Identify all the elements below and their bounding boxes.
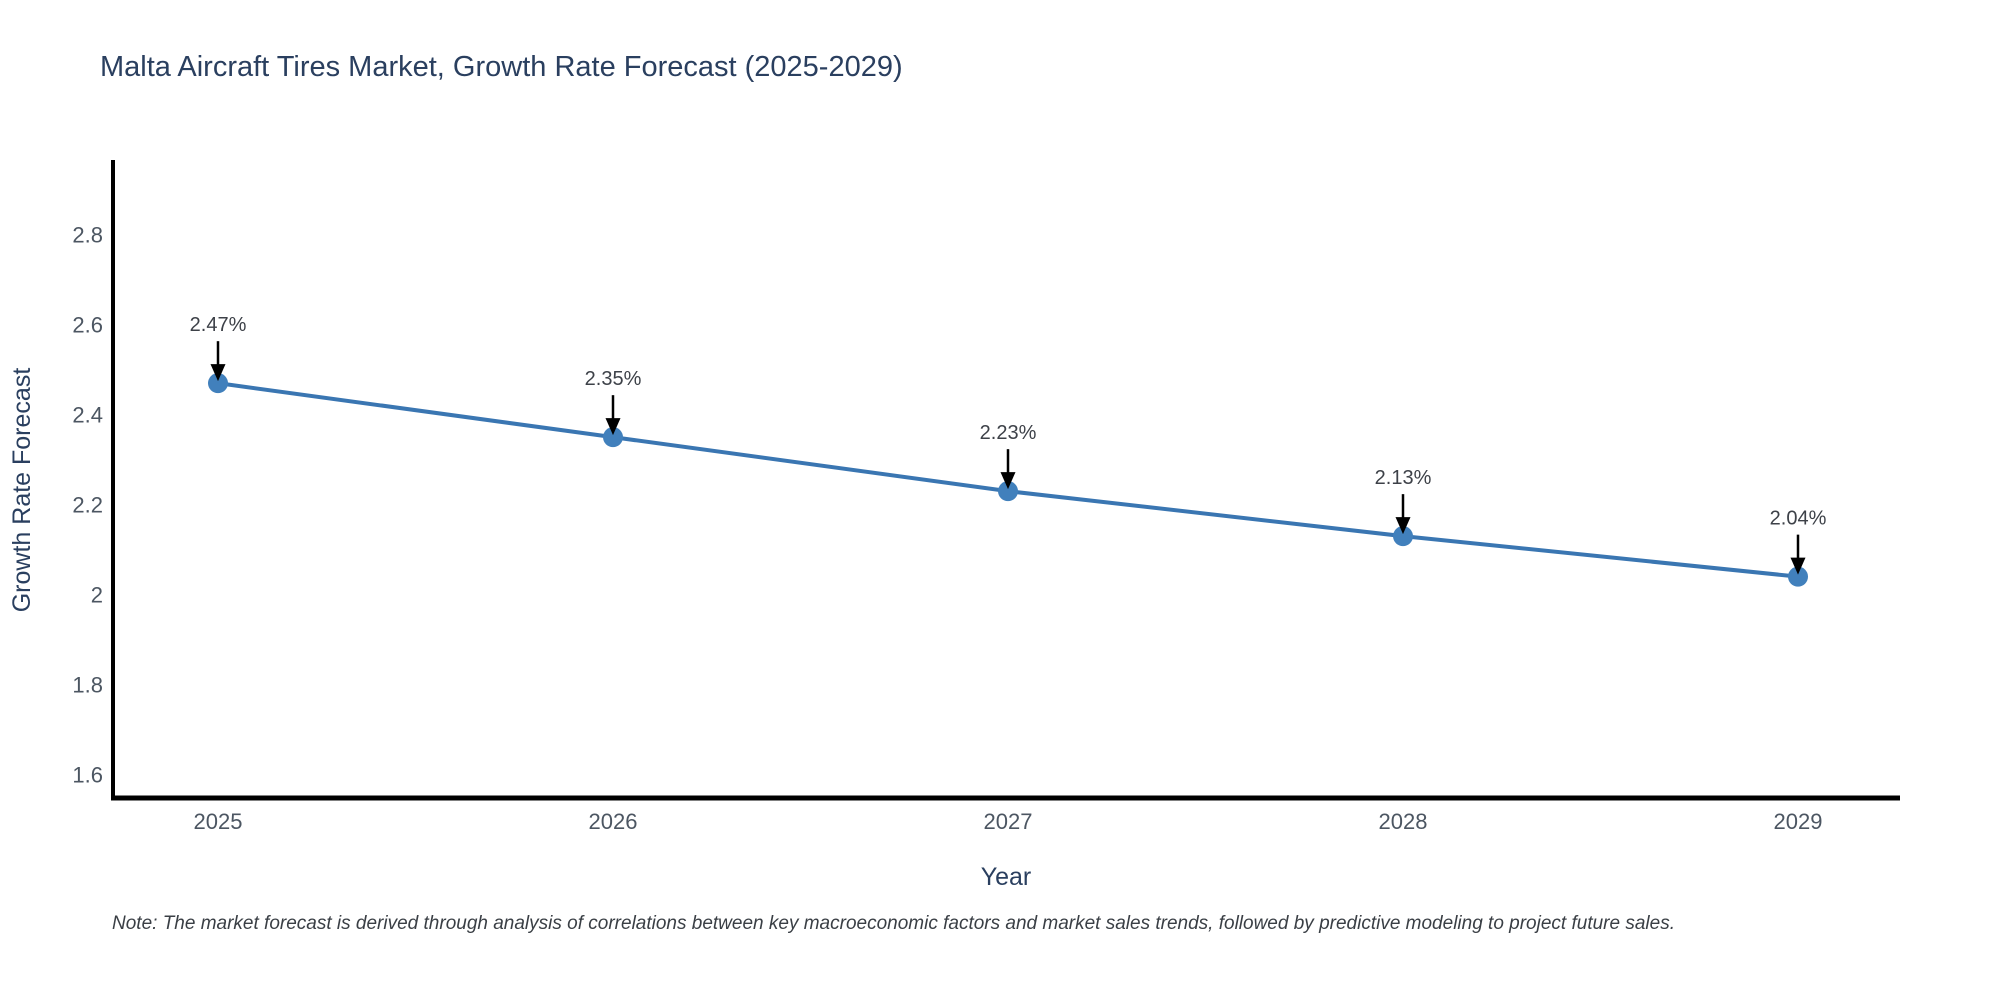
data-point-marker (603, 427, 623, 448)
point-value-label: 2.13% (1375, 467, 1432, 489)
annotation-arrow-head (1790, 557, 1806, 575)
y-tick-label: 2.4 (72, 403, 103, 428)
y-tick-label: 2.2 (72, 493, 103, 518)
data-series (208, 373, 1808, 587)
x-tick-label: 2028 (1379, 809, 1428, 834)
x-axis-title: Year (981, 863, 1032, 891)
y-tick-label: 2.8 (72, 223, 103, 248)
y-axis-title: Growth Rate Forecast (8, 368, 36, 613)
chart-title: Malta Aircraft Tires Market, Growth Rate… (100, 51, 903, 83)
axes (111, 160, 1900, 801)
x-tick-label: 2027 (984, 809, 1033, 834)
x-tick-label: 2025 (194, 809, 243, 834)
footnote: Note: The market forecast is derived thr… (112, 913, 1675, 934)
y-axis-ticks: 1.6 1.8 2 2.2 2.4 2.6 2.8 (72, 223, 103, 788)
y-tick-label: 1.8 (72, 673, 103, 698)
y-tick-label: 1.6 (72, 763, 103, 788)
y-tick-label: 2.6 (72, 313, 103, 338)
data-point-marker (998, 481, 1018, 502)
point-value-label: 2.47% (190, 314, 247, 336)
x-axis-ticks: 2025 2026 2027 2028 2029 (194, 809, 1823, 834)
point-value-label: 2.35% (585, 368, 642, 390)
annotation-arrow-head (1395, 517, 1411, 535)
annotation-arrow-head (605, 418, 621, 436)
point-value-label: 2.23% (980, 422, 1037, 444)
annotation-arrow-head (1000, 472, 1016, 490)
x-tick-label: 2029 (1774, 809, 1823, 834)
y-tick-label: 2 (91, 583, 103, 608)
x-tick-label: 2026 (589, 809, 638, 834)
annotation-arrow-head (210, 364, 226, 382)
data-point-marker (1393, 526, 1413, 547)
data-point-marker (208, 373, 228, 394)
point-annotations: 2.47% 2.35% 2.23% 2.13% 2.04% (190, 314, 1827, 575)
point-value-label: 2.04% (1770, 508, 1827, 530)
data-point-marker (1788, 566, 1808, 587)
